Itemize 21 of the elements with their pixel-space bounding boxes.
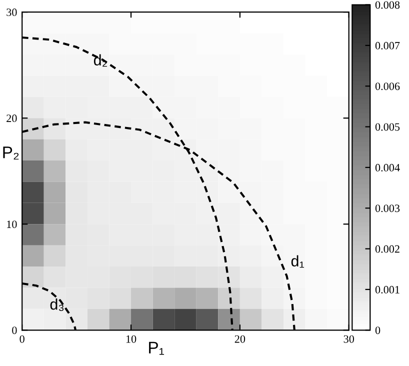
color-bar-label: 0.007 [375, 42, 400, 50]
y-tick-label: 20 [6, 114, 17, 122]
x-tick-label: 30 [344, 335, 354, 343]
color-bar-label: 0.002 [375, 245, 400, 253]
y-tick-label: 30 [6, 8, 17, 16]
color-bar-label: 0.006 [375, 82, 400, 90]
y-tick-label: 10 [7, 220, 17, 228]
color-bar-label: 0.004 [375, 164, 400, 172]
y-axis-title: P₂ [3, 146, 19, 160]
color-bar-label: 0.008 [375, 1, 400, 9]
color-bar-label: 0.003 [375, 204, 400, 212]
x-tick-label: 0 [20, 335, 24, 343]
x-tick-label: 20 [234, 335, 246, 343]
x-tick-label: 10 [126, 335, 136, 343]
annotation: d₁ [291, 255, 304, 268]
color-bar-label: 0.005 [375, 123, 400, 131]
y-tick-label: 0 [12, 326, 17, 334]
color-bar-label: 0.001 [375, 286, 400, 294]
annotation: d₃ [50, 298, 64, 311]
x-axis-title: P₁ [149, 342, 164, 355]
color-bar-label: 0 [375, 326, 380, 334]
